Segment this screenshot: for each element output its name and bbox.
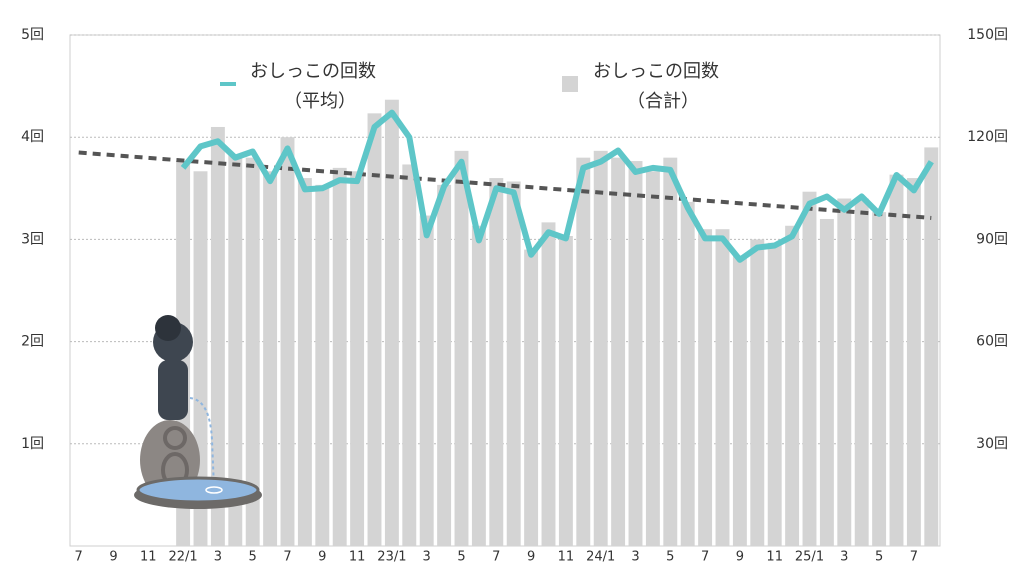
- bar: [767, 242, 782, 546]
- x-tick-label: 7: [910, 550, 918, 565]
- x-tick-label: 11: [558, 550, 575, 565]
- x-tick-label: 5: [249, 550, 257, 565]
- bar: [384, 99, 399, 546]
- x-tick-label: 7: [492, 550, 500, 565]
- y-tick-label: 2回: [21, 334, 44, 350]
- bar: [680, 201, 695, 546]
- legend-bar-swatch: [562, 76, 578, 92]
- y2-tick-label: 60回: [976, 334, 1008, 350]
- bar: [593, 150, 608, 546]
- x-tick-label: 9: [318, 550, 326, 565]
- legend-sublabel: （合計）: [627, 91, 699, 112]
- bar: [889, 174, 904, 546]
- y-tick-label: 3回: [21, 231, 44, 247]
- bar: [715, 229, 730, 546]
- x-tick-label: 25/1: [795, 550, 824, 565]
- x-tick-label: 24/1: [586, 550, 615, 565]
- bar: [558, 235, 573, 546]
- plot-frame: [69, 34, 941, 547]
- x-tick-label: 3: [840, 550, 848, 565]
- bar: [611, 157, 626, 546]
- y2-tick-label: 150回: [967, 27, 1008, 43]
- x-tick-label: 11: [349, 550, 366, 565]
- bar: [471, 225, 486, 547]
- bar: [350, 171, 365, 546]
- bar: [210, 126, 225, 546]
- bar: [732, 256, 747, 546]
- legend-label: おしっこの回数: [593, 61, 719, 82]
- x-tick-label: 5: [875, 550, 883, 565]
- statue-illustration: [134, 315, 262, 509]
- bar: [419, 215, 434, 546]
- bar: [628, 161, 643, 546]
- y2-tick-label: 90回: [976, 231, 1008, 247]
- x-tick-label: 11: [766, 550, 783, 565]
- bar: [489, 178, 504, 546]
- line: [180, 109, 934, 263]
- trend-line: [78, 150, 932, 220]
- bar: [924, 147, 939, 547]
- bar: [802, 191, 817, 546]
- bar: [315, 184, 330, 547]
- x-tick-label: 23/1: [377, 550, 406, 565]
- bar: [541, 222, 556, 546]
- bar: [819, 218, 834, 546]
- x-tick-label: 5: [666, 550, 674, 565]
- x-tick-label: 7: [701, 550, 709, 565]
- x-tick-label: 11: [140, 550, 157, 565]
- bar: [506, 181, 521, 546]
- bar: [576, 157, 591, 546]
- bar: [228, 154, 243, 546]
- bar: [837, 198, 852, 546]
- x-tick-label: 3: [423, 550, 431, 565]
- legend-sublabel: （平均）: [284, 91, 356, 112]
- bar: [872, 212, 887, 546]
- x-tick-label: 5: [457, 550, 465, 565]
- x-tick-label: 9: [527, 550, 535, 565]
- bar: [663, 157, 678, 546]
- bar: [297, 178, 312, 546]
- x-tick-label: 7: [75, 550, 83, 565]
- bar: [245, 157, 260, 546]
- x-tick-label: 22/1: [168, 550, 197, 565]
- y-tick-label: 5回: [21, 27, 44, 43]
- x-tick-label: 3: [214, 550, 222, 565]
- bar: [367, 113, 382, 546]
- bar: [854, 198, 869, 546]
- x-tick-label: 9: [109, 550, 117, 565]
- legend: おしっこの回数 （平均） おしっこの回数 （合計）: [220, 61, 719, 112]
- y2-tick-label: 120回: [967, 129, 1008, 145]
- y2-tick-label: 30回: [976, 436, 1008, 452]
- bar: [645, 171, 660, 546]
- plot-area: 1回 2回 3回 4回 5回 30回 60回 90回 120回 150回 7 9 11 22/1 3 5 7 9 1…: [21, 27, 1008, 565]
- bar: [785, 225, 800, 547]
- bar: [280, 137, 295, 546]
- bar: [524, 249, 539, 546]
- legend-label: おしっこの回数: [250, 61, 376, 82]
- y-tick-label: 4回: [21, 129, 44, 145]
- bar: [906, 178, 921, 546]
- bar: [750, 239, 765, 546]
- bar: [263, 171, 278, 546]
- bar: [698, 229, 713, 546]
- bar: [402, 164, 417, 546]
- bar: [332, 167, 347, 547]
- x-tick-label: 9: [736, 550, 744, 565]
- bar: [437, 184, 452, 547]
- y-tick-label: 1回: [21, 436, 44, 452]
- bar: [454, 150, 469, 546]
- x-tick-label: 3: [631, 550, 639, 565]
- x-tick-label: 7: [283, 550, 291, 565]
